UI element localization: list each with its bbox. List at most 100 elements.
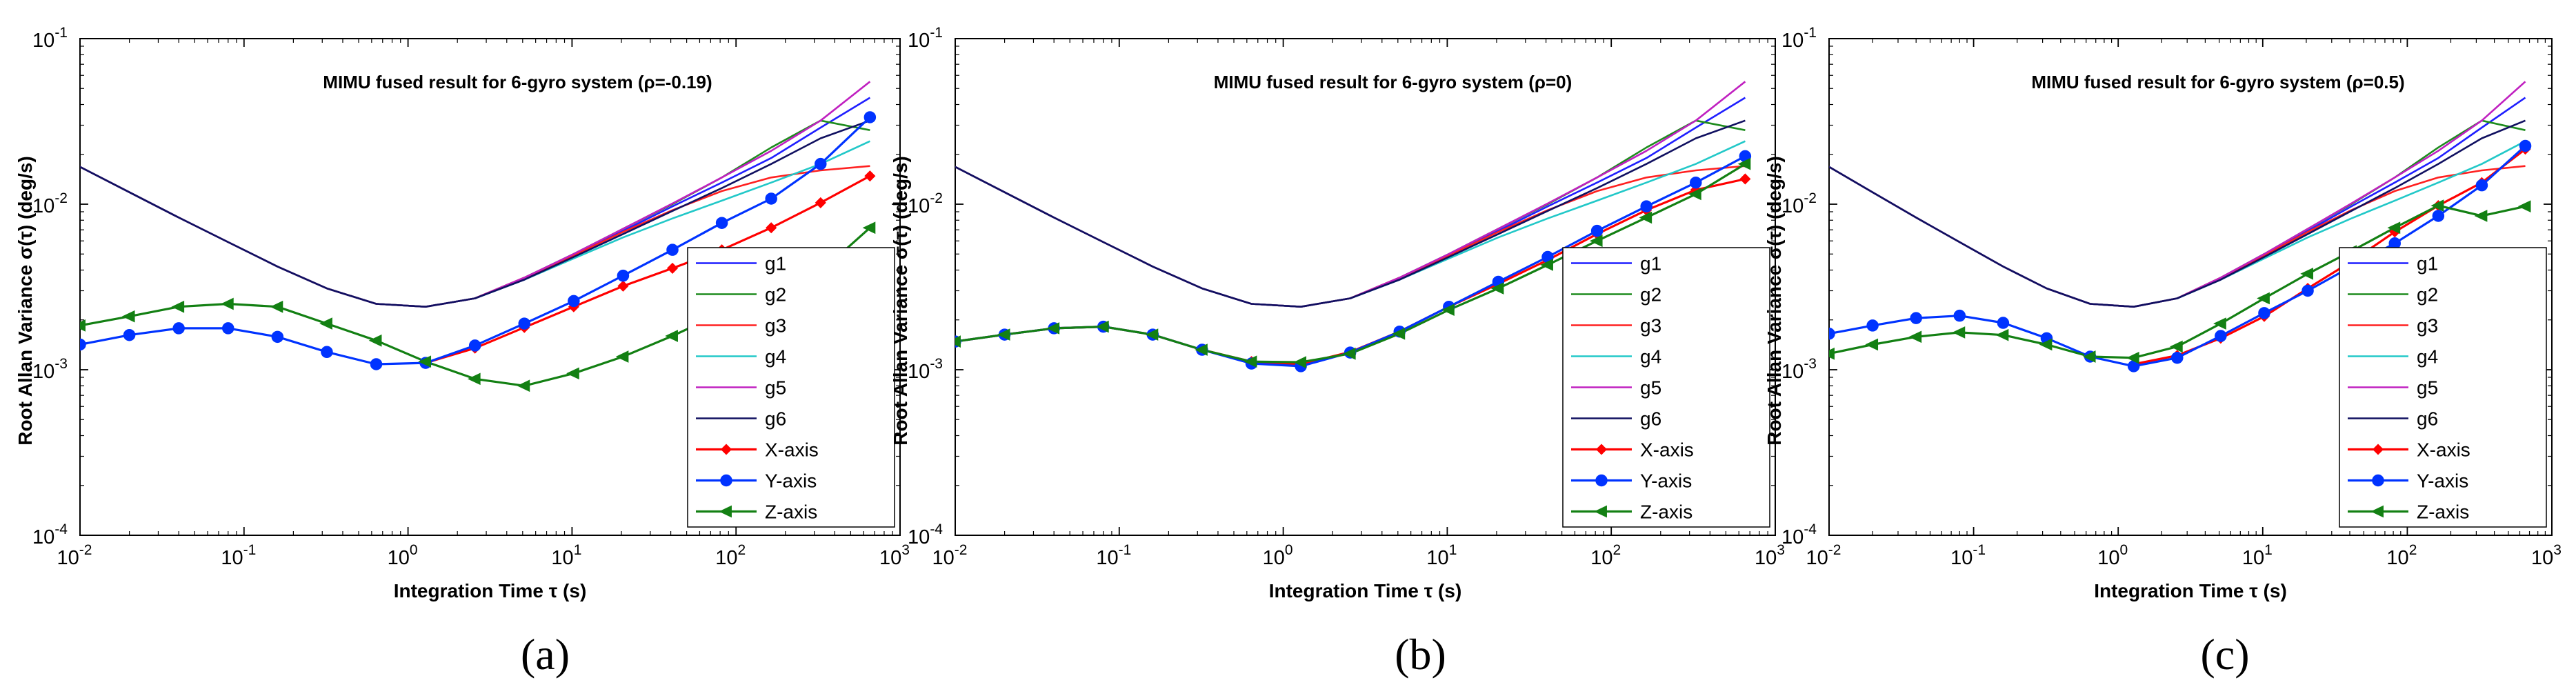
marker-y-axis	[1910, 312, 1922, 324]
legend-label-g2: g2	[765, 284, 786, 306]
y-tick-label: 10-4	[32, 521, 68, 548]
marker-z-axis	[1829, 347, 1835, 360]
marker-z-axis	[2082, 350, 2096, 363]
series-line-g6	[80, 119, 870, 308]
marker-z-axis	[319, 317, 332, 330]
chart-title: MIMU fused result for 6-gyro system (ρ=-…	[323, 72, 712, 92]
x-axis-label: Integration Time τ (s)	[394, 580, 587, 601]
x-tick-label: 102	[2386, 542, 2417, 569]
x-tick-label: 101	[551, 542, 581, 569]
marker-z-axis	[2039, 338, 2053, 351]
x-tick-label: 102	[715, 542, 746, 569]
marker-z-axis	[2257, 292, 2270, 305]
marker-y-axis	[815, 157, 827, 170]
marker-z-axis	[2170, 340, 2183, 353]
marker-x-axis	[1595, 444, 1608, 455]
legend-label-g3: g3	[765, 315, 786, 337]
marker-y-axis	[468, 339, 481, 352]
series-group	[1829, 81, 2532, 372]
series-group	[955, 81, 1752, 372]
marker-z-axis	[1145, 328, 1159, 341]
marker-z-axis	[1995, 328, 2009, 341]
y-tick-label: 10-1	[1781, 25, 1817, 52]
marker-z-axis	[1639, 211, 1653, 224]
legend-label-g3: g3	[2417, 315, 2438, 337]
marker-y-axis	[321, 346, 333, 359]
legend-label-g5: g5	[765, 377, 786, 399]
marker-z-axis	[220, 297, 234, 310]
panel-label: (c)	[2200, 630, 2249, 679]
marker-y-axis	[1590, 224, 1604, 237]
marker-y-axis	[370, 358, 383, 370]
marker-z-axis	[1490, 282, 1504, 295]
x-tick-label: 10-2	[57, 542, 92, 569]
marker-z-axis	[997, 328, 1010, 341]
chart-title: MIMU fused result for 6-gyro system (ρ=0…	[1214, 72, 1572, 92]
x-tick-label: 103	[1755, 542, 1785, 569]
legend: g1 g2 g3 g4 g5 g6 X-axis Y-axis Z-axis	[687, 247, 895, 528]
x-tick-label: 103	[2531, 542, 2562, 569]
marker-x-axis	[766, 222, 777, 234]
marker-z-axis	[2517, 200, 2531, 213]
marker-z-axis	[270, 300, 283, 313]
x-tick-label: 10-1	[1096, 542, 1131, 569]
marker-y-axis	[715, 217, 728, 229]
x-tick-label: 103	[879, 542, 910, 569]
legend-label-g4: g4	[1640, 346, 1661, 368]
legend-label-z-axis: Z-axis	[1640, 501, 1693, 523]
marker-x-axis	[720, 444, 732, 455]
legend-label-g4: g4	[765, 346, 786, 368]
marker-z-axis	[80, 319, 86, 332]
legend-label-g2: g2	[2417, 284, 2438, 306]
marker-z-axis	[1195, 344, 1208, 356]
marker-z-axis	[1589, 235, 1603, 248]
marker-z-axis	[121, 310, 135, 323]
y-tick-label: 10-1	[908, 25, 943, 52]
y-tick-label: 10-2	[32, 190, 68, 217]
legend: g1 g2 g3 g4 g5 g6 X-axis Y-axis Z-axis	[2339, 247, 2547, 528]
x-tick-label: 100	[2097, 542, 2128, 569]
marker-y-axis	[765, 192, 777, 205]
legend-label-g1: g1	[2417, 253, 2438, 275]
marker-x-axis	[617, 280, 629, 292]
legend-label-g5: g5	[1640, 377, 1661, 399]
panel-label: (a)	[521, 630, 570, 679]
chart-panel-1: 10-2 10-1 100 101 102 103 10-4 10-3 10-2 10-1 MIMU…	[14, 25, 910, 679]
marker-y-axis	[2519, 139, 2532, 152]
marker-z-axis	[1737, 157, 1751, 170]
marker-z-axis	[1392, 327, 1406, 340]
x-tick-label: 10-1	[1950, 542, 1986, 569]
series-group	[80, 81, 877, 392]
marker-x-axis	[666, 262, 679, 274]
marker-z-axis	[1952, 326, 1966, 339]
marker-z-axis	[1244, 355, 1257, 368]
legend-label-g2: g2	[1640, 284, 1661, 306]
legend-label-g5: g5	[2417, 377, 2438, 399]
marker-y-axis	[720, 474, 732, 487]
marker-z-axis	[418, 355, 432, 368]
marker-y-axis	[518, 317, 531, 330]
y-axis-label: Root Allan Variance σ(τ) (deg/s)	[1764, 156, 1785, 446]
marker-z-axis	[2370, 505, 2384, 518]
marker-x-axis	[2372, 444, 2384, 455]
marker-y-axis	[617, 269, 630, 282]
legend-label-g4: g4	[2417, 346, 2438, 368]
marker-y-axis	[1866, 319, 1879, 332]
x-tick-label: 102	[1590, 542, 1621, 569]
marker-y-axis	[2215, 330, 2227, 342]
marker-z-axis	[171, 300, 185, 313]
marker-y-axis	[2475, 179, 2488, 192]
y-tick-label: 10-2	[1781, 190, 1817, 217]
marker-z-axis	[2300, 268, 2314, 280]
marker-z-axis	[1342, 347, 1356, 360]
marker-z-axis	[615, 350, 629, 363]
marker-z-axis	[2430, 199, 2444, 212]
marker-z-axis	[2213, 317, 2226, 330]
marker-z-axis	[1908, 330, 1922, 344]
marker-z-axis	[1293, 356, 1307, 368]
series-line-x-axis	[425, 175, 871, 364]
marker-z-axis	[1046, 322, 1060, 335]
marker-y-axis	[863, 111, 877, 123]
